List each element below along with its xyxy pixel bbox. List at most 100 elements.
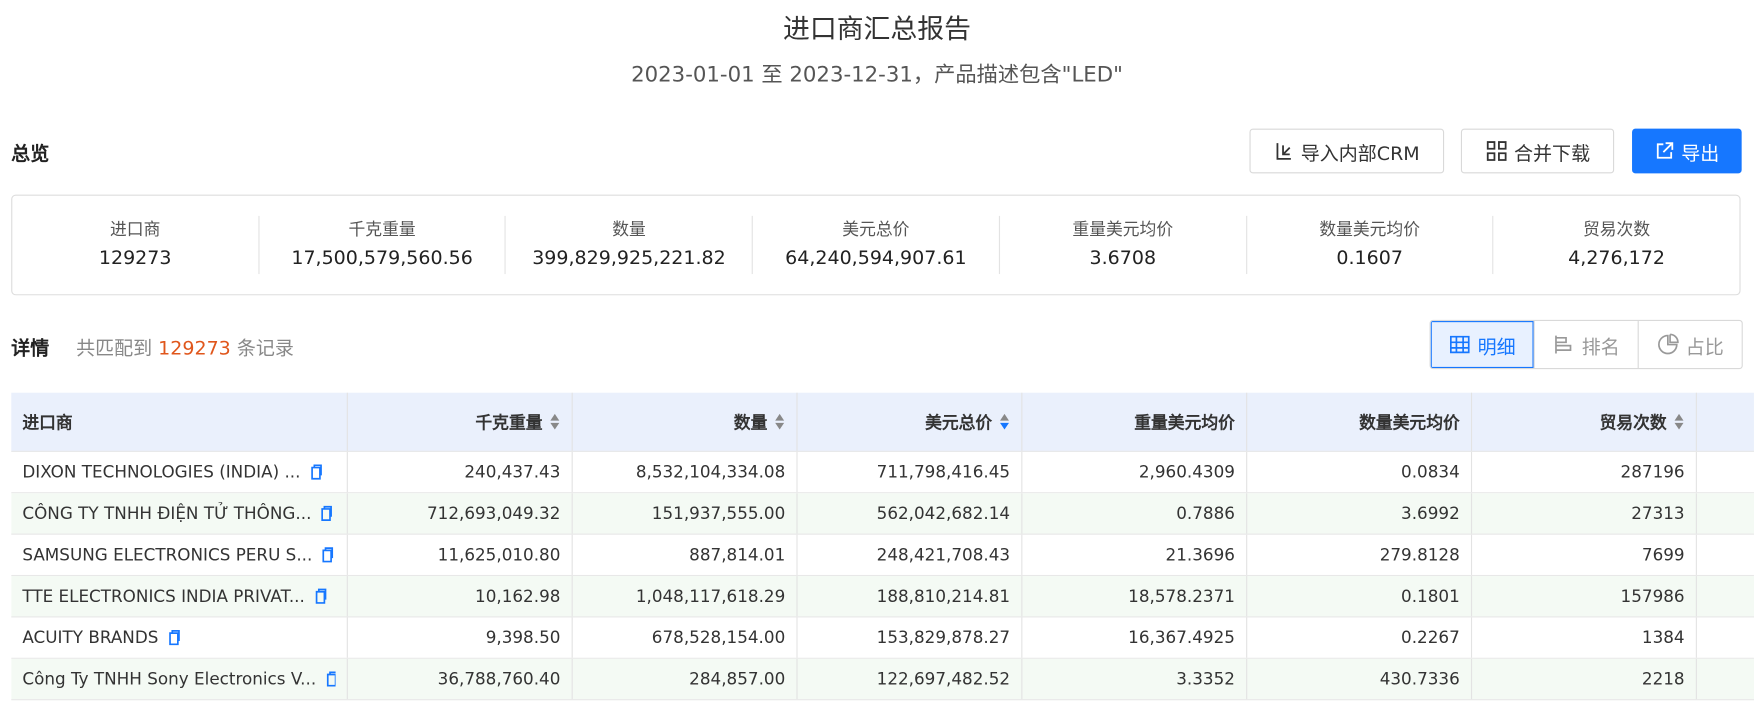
header-cell: 贸易次数 [1472, 392, 1697, 451]
stat: 数量美元均价 0.1607 [1245, 215, 1493, 275]
table-row: SAMSUNG ELECTRONICS PERU S... 11,625,010.… [11, 534, 1754, 577]
cell-text: 0.7886 [1176, 503, 1235, 524]
stat: 贸易次数 4,276,172 [1492, 215, 1740, 275]
table-cell: 711,798,416.45 [798, 451, 1023, 493]
cell-text: 284,857.00 [689, 668, 786, 690]
cell-text: 711,798,416.45 [876, 461, 1011, 483]
view-tabs: 明细 排名 占比 [1429, 319, 1743, 370]
export-button[interactable]: 导出 [1632, 128, 1742, 174]
match-suffix: 条记录 [236, 337, 294, 361]
table-cell: 21.3696 [1022, 534, 1248, 575]
stat-label: 贸易次数 [1582, 219, 1651, 240]
table-cell: SAMSUNG ELECTRONICS PERU S... [11, 534, 348, 575]
stat-value: 17,500,579,560.56 [291, 247, 473, 270]
icon-part [550, 413, 560, 421]
header-text: 数量 [733, 412, 768, 433]
sort-icon [1674, 413, 1684, 430]
cell-text: 2,960.4309 [1138, 461, 1235, 483]
details-label: 详情 [11, 337, 50, 361]
stat-label: 美元总价 [842, 219, 910, 240]
header-cell: 数量 [573, 392, 798, 451]
cell-text: 16,367.4925 [1128, 627, 1235, 648]
header-cell: 数量美元均价 [1247, 392, 1473, 451]
table-cell: 0.7886 [1022, 493, 1248, 534]
cell-text: 887,814.01 [689, 544, 786, 565]
cell-text: 1,048,117,618.29 [635, 586, 786, 607]
tab-icon [1449, 335, 1470, 354]
tab-icon [1555, 335, 1572, 354]
icon-part [326, 671, 336, 687]
cell-text: 21.3696 [1165, 544, 1235, 565]
copy-icon [326, 671, 336, 687]
cell-text: Công Ty TNHH Sony Electronics V... [22, 668, 317, 690]
merge-download-button[interactable]: 合并下载 [1460, 128, 1615, 174]
view-tab[interactable]: 占比 [1637, 321, 1742, 369]
table-cell: 0.87 [1697, 493, 1754, 533]
table-row: ACUITY BRANDS 9,398.50 678,528,154.00 153,8… [11, 617, 1754, 659]
cell-text: 562,042,682.14 [876, 503, 1011, 524]
table-cell: 2218 [1472, 658, 1697, 700]
table-cell: 10,162.98 [348, 576, 573, 617]
stat: 美元总价 64,240,594,907.61 [751, 215, 999, 275]
cell-text: 2218 [1641, 668, 1685, 690]
export-icon [1656, 142, 1674, 159]
cell-text: 7699 [1641, 544, 1685, 565]
copy-icon [168, 630, 180, 646]
cell-text: TTE ELECTRONICS INDIA PRIVAT... [22, 586, 305, 607]
stat: 进口商 129273 [12, 216, 258, 274]
tab-icon [1658, 333, 1679, 355]
icon-part [550, 422, 560, 430]
match-count: 129273 [158, 337, 231, 361]
table-cell: 3.3352 [1022, 658, 1248, 700]
table-cell: 284,857.00 [573, 658, 798, 700]
cell-text: 240,437.43 [464, 461, 561, 483]
cell-text: 27313 [1631, 503, 1685, 524]
stat-value: 0.1607 [1336, 247, 1403, 270]
table-cell: 678,528,154.00 [573, 617, 798, 658]
table-cell: 0.29 [1697, 576, 1754, 616]
header-cell: 重量美元均价 [1022, 392, 1248, 451]
table-cell: 2,960.4309 [1022, 451, 1248, 493]
cell-text: 279.8128 [1379, 544, 1460, 565]
cell-text: 157986 [1620, 586, 1685, 607]
match-summary: 共匹配到 129273 条记录 [76, 332, 294, 360]
icon-part [775, 422, 785, 430]
table-row: TTE ELECTRONICS INDIA PRIVAT... 10,162.98… [11, 576, 1754, 618]
stat-value: 399,829,925,221.82 [532, 247, 726, 270]
cell-text: SAMSUNG ELECTRONICS PERU S... [22, 544, 313, 565]
cell-text: 188,810,214.81 [876, 586, 1011, 607]
header-cell: 占比 [1697, 393, 1754, 451]
stat: 千克重量 17,500,579,560.56 [258, 215, 505, 275]
cell-text: 3.6992 [1401, 503, 1460, 524]
overview-label: 总览 [11, 143, 50, 166]
table-cell: 1384 [1472, 617, 1697, 658]
header-text: 美元总价 [925, 412, 993, 433]
table-row: Công Ty TNHH Sony Electronics V... 36,788… [11, 658, 1754, 701]
cell-text: 287196 [1620, 461, 1685, 483]
table-cell: 0.19 [1697, 659, 1754, 699]
table-cell: 27313 [1472, 493, 1697, 534]
table-cell: 240,437.43 [348, 451, 573, 493]
view-tab[interactable]: 排名 [1533, 321, 1638, 369]
view-tab[interactable]: 明细 [1430, 321, 1534, 369]
cell-text: CÔNG TY TNHH ĐIỆN TỬ THÔNG... [22, 503, 312, 524]
cell-text: 1384 [1641, 627, 1685, 648]
button-text: 合并下载 [1514, 142, 1591, 165]
table-cell: 122,697,482.52 [798, 658, 1023, 700]
header-cell: 美元总价 [798, 392, 1023, 451]
header-cell: 进口商 [11, 392, 348, 451]
table-cell: 0.2267 [1247, 617, 1473, 658]
table-cell: 11,625,010.80 [348, 534, 573, 575]
table-cell: 0.1801 [1247, 576, 1473, 617]
icon-part [1000, 413, 1009, 421]
tab-text: 明细 [1477, 336, 1516, 359]
table-cell: 8,532,104,334.08 [573, 451, 798, 493]
table-cell: 430.7336 [1247, 658, 1473, 700]
import-crm-button[interactable]: 导入内部CRM [1249, 128, 1445, 174]
table-cell: 36,788,760.40 [348, 658, 573, 700]
cell-text: 153,829,878.27 [876, 627, 1011, 648]
copy-icon [321, 505, 333, 521]
table-cell: ACUITY BRANDS [11, 617, 348, 658]
icon-part [310, 464, 322, 480]
